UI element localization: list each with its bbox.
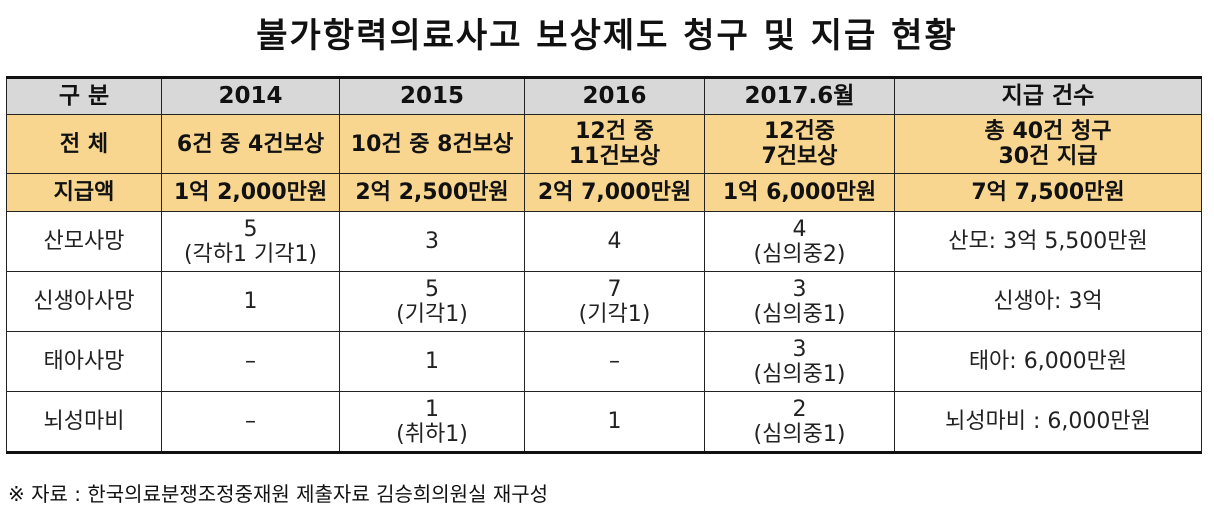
cell-line: (심의중1) — [753, 421, 846, 447]
cell-line: 11건보상 — [568, 144, 661, 169]
cell-line: 3 — [425, 229, 439, 254]
table-cell: 1 — [524, 391, 705, 454]
table-header-row: 구 분 2014 2015 2016 2017.6월 지급 건수 — [6, 76, 1202, 115]
table-row: 전 체 6건 중 4건보상 10건 중 8건보상 12건 중 11건보상 12건중 7건보상… — [6, 114, 1202, 174]
cell-line: 30건 지급 — [998, 144, 1098, 169]
table-row: 산모사망 5 (각하1 기각1) 3 4 4 (심의중2) 산모: 3억 5,500만원 — [6, 211, 1202, 272]
cell-line: 3 — [792, 276, 807, 302]
table-cell: 4 — [524, 211, 705, 272]
header-2015: 2015 — [339, 76, 525, 115]
table-cell: 5 (각하1 기각1) — [161, 211, 340, 272]
cell-line: (심의중1) — [753, 361, 846, 387]
cell-line: 12건중 — [763, 119, 836, 144]
row-label: 신생아사망 — [6, 271, 162, 332]
table-cell: 12건 중 11건보상 — [524, 114, 705, 174]
table-cell: 10건 중 8건보상 — [339, 114, 525, 174]
row-label: 뇌성마비 — [6, 391, 162, 454]
table-cell: 뇌성마비 : 6,000만원 — [894, 391, 1202, 454]
cell-line: 산모: 3억 5,500만원 — [948, 229, 1148, 254]
page-title: 불가항력의료사고 보상제도 청구 및 지급 현황 — [256, 16, 958, 56]
cell-line: 7건보상 — [761, 144, 838, 169]
header-2017: 2017.6월 — [704, 76, 895, 115]
cell-line: 1 — [607, 409, 622, 434]
cell-line: (기각1) — [396, 301, 468, 327]
cell-line: 태아: 6,000만원 — [968, 349, 1128, 374]
cell-line: (각하1 기각1) — [183, 241, 318, 267]
table-cell: 2억 7,000만원 — [524, 173, 705, 212]
cell-line: 3 — [792, 336, 807, 362]
cell-line: 1 — [425, 349, 439, 374]
table-row: 신생아사망 1 5 (기각1) 7 (기각1) 3 (심의중1) 신생아: 3억 — [6, 271, 1202, 332]
table-cell: 3 (심의중1) — [704, 331, 895, 392]
table-cell: 3 — [339, 211, 525, 272]
cell-line: 1 — [243, 289, 258, 314]
cell-line: 뇌성마비 : 6,000만원 — [945, 409, 1151, 434]
table-row: 태아사망 – 1 – 3 (심의중1) 태아: 6,000만원 — [6, 331, 1202, 392]
table-cell: 2억 2,500만원 — [339, 173, 525, 212]
cell-line: 2 — [792, 396, 807, 422]
cell-line: – — [245, 349, 256, 374]
table-cell: 1 — [161, 271, 340, 332]
table-cell: – — [161, 331, 340, 392]
header-payment-count: 지급 건수 — [894, 76, 1202, 115]
cell-line: – — [609, 349, 620, 374]
table-row: 뇌성마비 –1 (취하1) 1 2 (심의중1) 뇌성마비 : 6,000만원 — [6, 391, 1202, 454]
table-cell: 신생아: 3억 — [894, 271, 1202, 332]
claims-table: 구 분 2014 2015 2016 2017.6월 지급 건수 전 체 6건 중… — [6, 76, 1202, 454]
table-cell: 1억 6,000만원 — [704, 173, 895, 212]
cell-line: 1 — [425, 396, 439, 422]
cell-line: 2억 7,000만원 — [537, 180, 692, 205]
table-cell: 7억 7,500만원 — [894, 173, 1202, 212]
cell-line: (기각1) — [578, 301, 651, 327]
source-note: ※ 자료 : 한국의료분쟁조정중재원 제출자료 김승희의원실 재구성 — [8, 482, 549, 506]
row-label: 전 체 — [6, 114, 162, 174]
cell-line: 4 — [792, 216, 807, 242]
table-cell: 산모: 3억 5,500만원 — [894, 211, 1202, 272]
table-cell: – — [524, 331, 705, 392]
cell-line: 1억 2,000만원 — [173, 180, 328, 205]
cell-line: 12건 중 — [575, 119, 654, 144]
table-cell: 1 (취하1) — [339, 391, 525, 454]
header-2014: 2014 — [161, 76, 340, 115]
row-label: 산모사망 — [6, 211, 162, 272]
table-cell: 4 (심의중2) — [704, 211, 895, 272]
table-row: 지급액 1억 2,000만원 2억 2,500만원 2억 7,000만원 1억 6,00… — [6, 173, 1202, 212]
table-cell: 7 (기각1) — [524, 271, 705, 332]
table-cell: 태아: 6,000만원 — [894, 331, 1202, 392]
header-category: 구 분 — [6, 76, 162, 115]
cell-line: 10건 중 8건보상 — [350, 131, 514, 157]
table-cell: 총 40건 청구 30건 지급 — [894, 114, 1202, 174]
row-label: 태아사망 — [6, 331, 162, 392]
row-label: 지급액 — [6, 173, 162, 212]
table-cell: 3 (심의중1) — [704, 271, 895, 332]
cell-line: 총 40건 청구 — [984, 119, 1112, 144]
header-2016: 2016 — [524, 76, 705, 115]
cell-line: 5 — [243, 216, 258, 242]
cell-line: (심의중2) — [753, 241, 846, 267]
cell-line: 2억 2,500만원 — [355, 180, 509, 205]
cell-line: (취하1) — [396, 421, 468, 447]
cell-line: – — [245, 409, 256, 434]
cell-line: 1억 6,000만원 — [722, 180, 877, 205]
table-cell: – — [161, 391, 340, 454]
cell-line: 7 — [607, 276, 622, 302]
cell-line: 4 — [607, 229, 622, 254]
table-cell: 6건 중 4건보상 — [161, 114, 340, 174]
table-cell: 1 — [339, 331, 525, 392]
table-cell: 5 (기각1) — [339, 271, 525, 332]
table-cell: 1억 2,000만원 — [161, 173, 340, 212]
cell-line: 6건 중 4건보상 — [176, 131, 325, 157]
table-cell: 12건중 7건보상 — [704, 114, 895, 174]
cell-line: 신생아: 3억 — [993, 289, 1103, 314]
cell-line: 5 — [425, 276, 439, 302]
cell-line: 7억 7,500만원 — [971, 180, 1125, 205]
cell-line: (심의중1) — [753, 301, 846, 327]
table-cell: 2 (심의중1) — [704, 391, 895, 454]
